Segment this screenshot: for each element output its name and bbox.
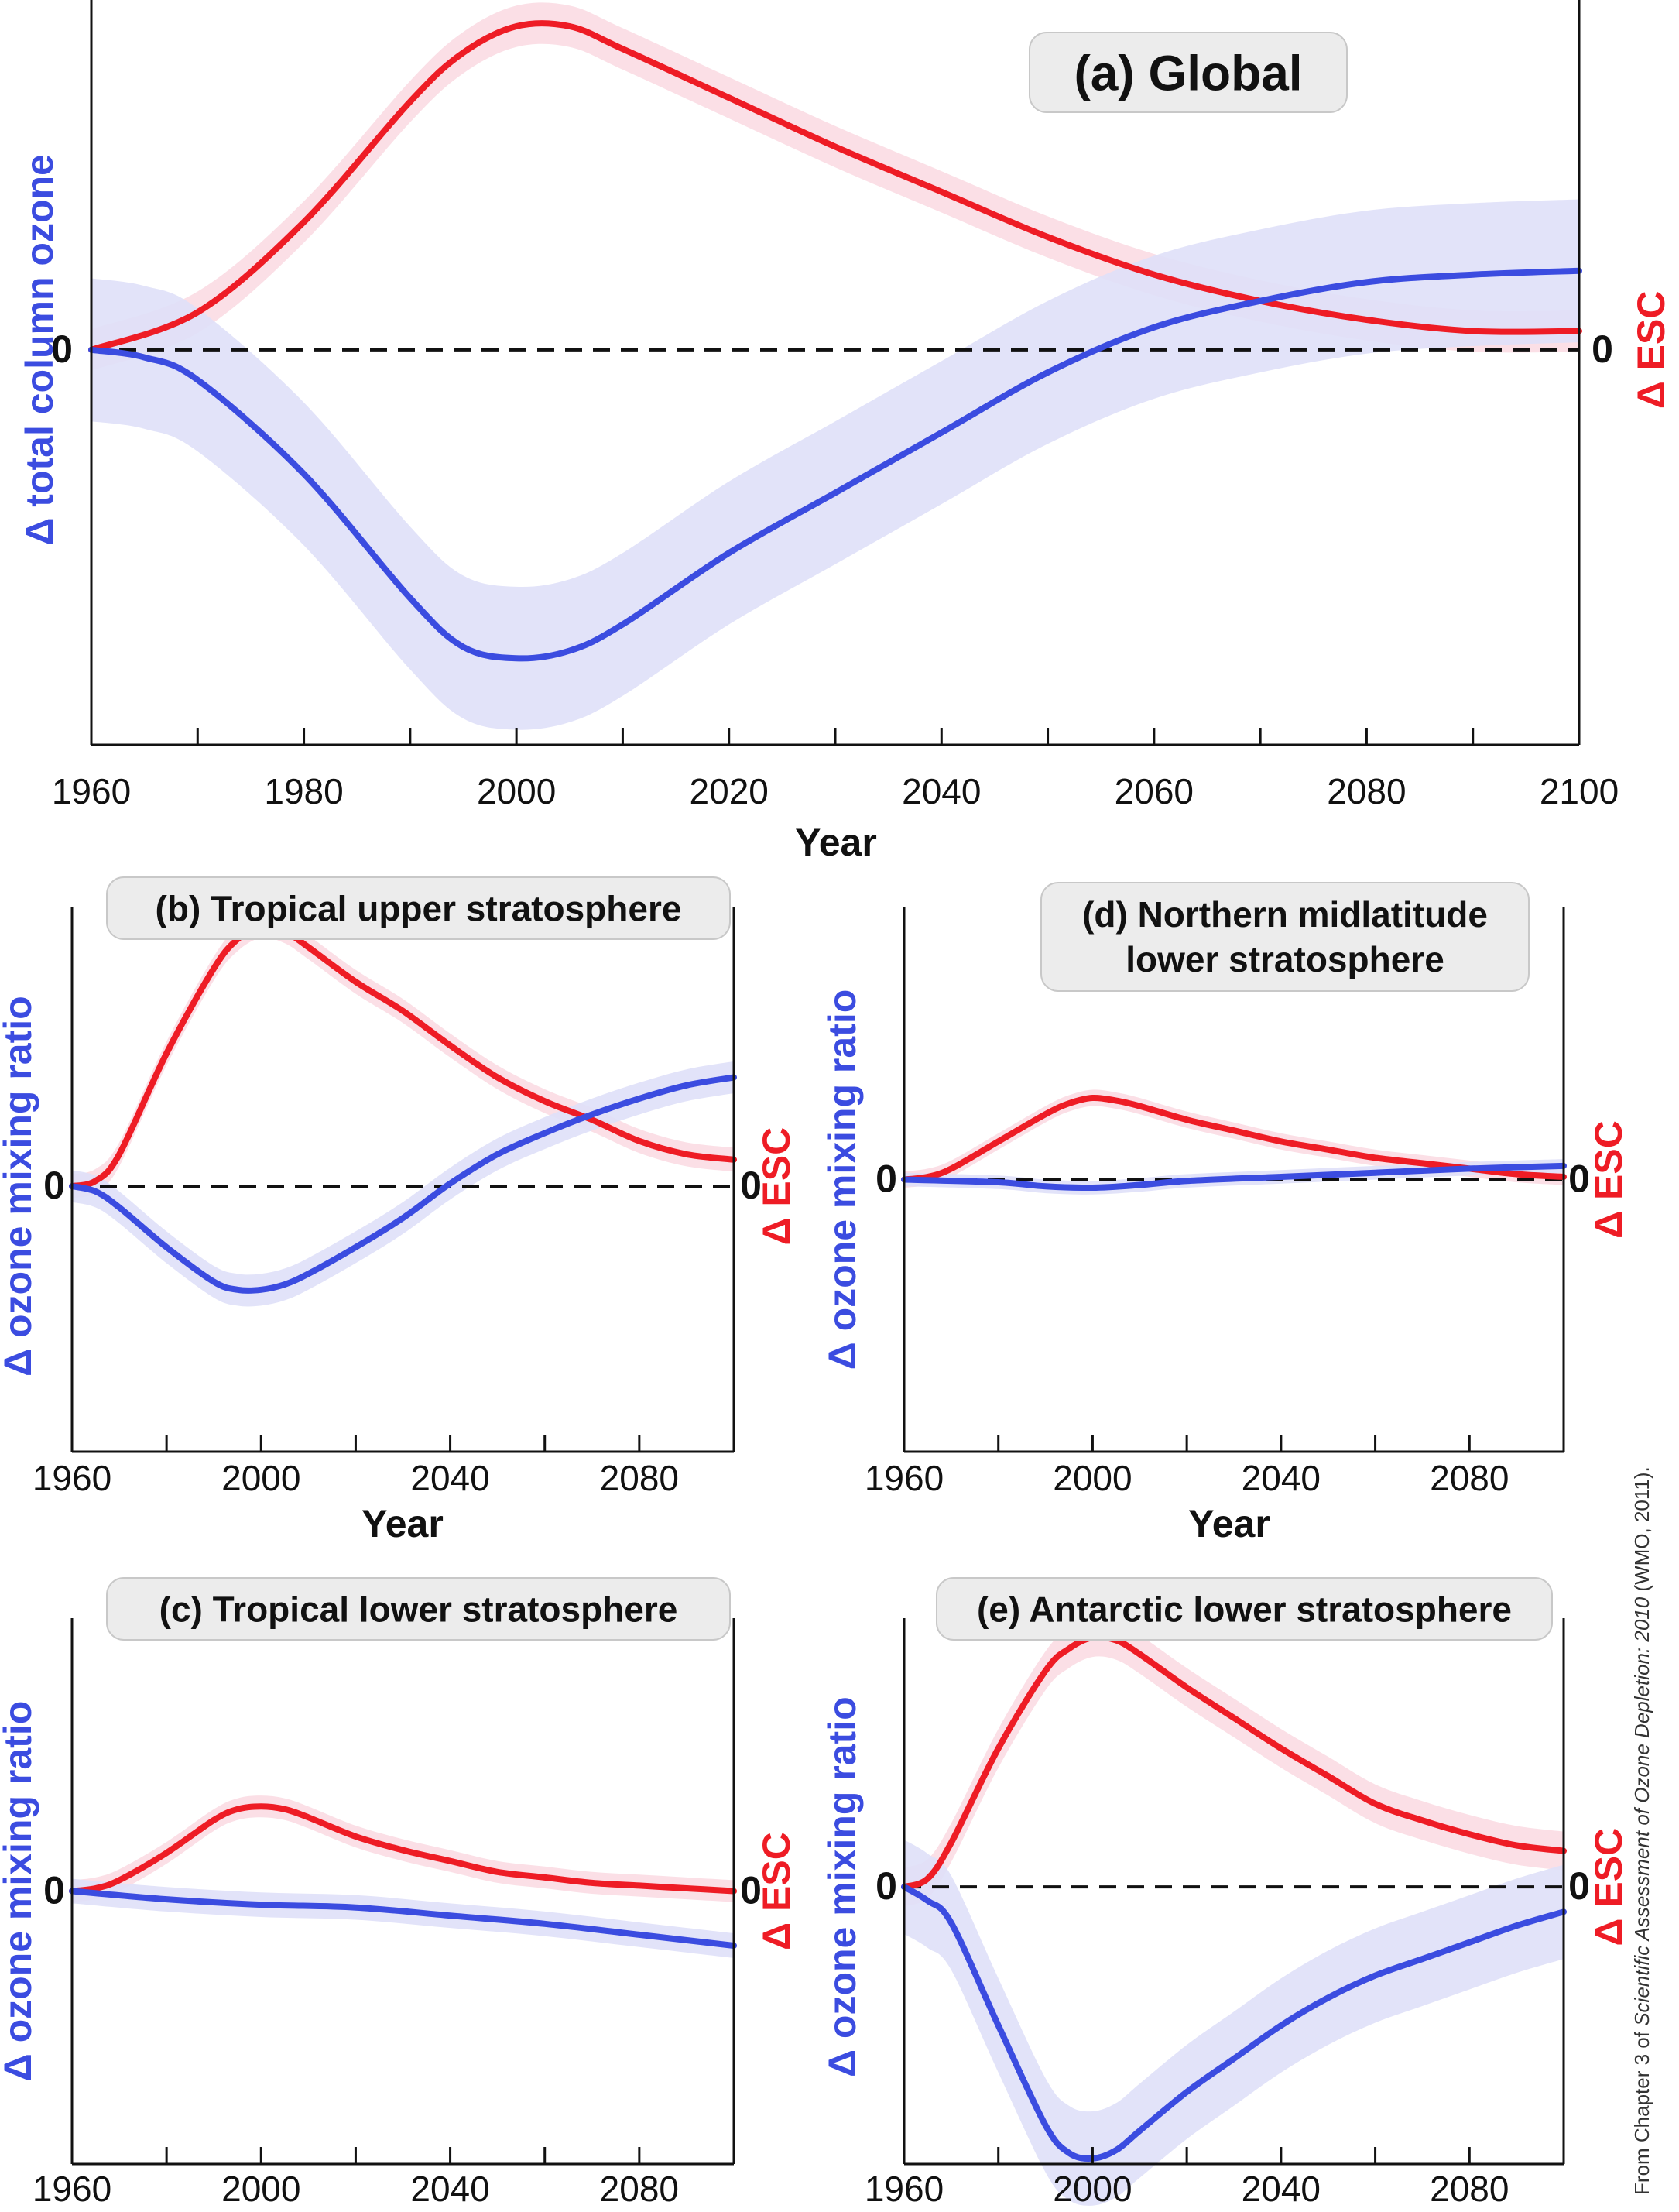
x-tick-label: 2000 [1053, 2169, 1132, 2209]
zero-label-left: 0 [51, 328, 73, 371]
x-tick-label: 2040 [410, 2169, 489, 2209]
x-tick-label: 1980 [264, 771, 343, 811]
y-axis-label-left: Δ ozone mixing ratio [0, 996, 39, 1377]
series-line-ozone [88, 267, 1582, 662]
x-tick-label: 2040 [410, 1458, 489, 1498]
series-line-esc [69, 922, 737, 1190]
band-ozone [72, 1878, 734, 1958]
series-line-ozone [901, 1884, 1567, 2162]
x-tick-label: 2080 [600, 1458, 679, 1498]
band-ozone [91, 199, 1579, 730]
zero-label-right: 0 [1568, 1157, 1590, 1201]
x-axis-label: Year [361, 1502, 444, 1545]
x-tick-label: 2040 [902, 771, 981, 811]
zero-label-right: 0 [740, 1164, 762, 1207]
series-line-ozone [69, 1074, 737, 1294]
series-line-ozone [69, 1888, 737, 1949]
x-tick-label: 2080 [1327, 771, 1406, 811]
panel-title-box [106, 1577, 731, 1641]
x-tick-label: 2000 [1053, 1458, 1132, 1498]
zero-label-left: 0 [875, 1157, 897, 1201]
x-tick-label: 2000 [221, 2169, 300, 2209]
panel-title: (e) Antarctic lower stratosphere [977, 1590, 1512, 1630]
panel-title-box [936, 1577, 1553, 1641]
credit-note: From Chapter 3 of Scientific Assessment … [1630, 1466, 1653, 2195]
x-tick-label: 2000 [221, 1458, 300, 1498]
band-esc [72, 914, 734, 1199]
series-line-esc [88, 20, 1582, 353]
y-axis-label-right: Δ ESC [1629, 291, 1673, 410]
panel-title: (a) Global [1074, 46, 1302, 101]
x-tick-label: 2040 [1242, 1458, 1321, 1498]
y-axis-label-right: Δ ESC [1587, 1120, 1630, 1239]
y-axis-label-right: Δ ESC [1587, 1828, 1630, 1946]
zero-label-left: 0 [43, 1164, 65, 1207]
zero-label-right: 0 [740, 1869, 762, 1912]
y-axis-label-right: Δ ESC [755, 1127, 798, 1246]
x-tick-label: 2080 [1430, 2169, 1509, 2209]
x-tick-label: 2100 [1540, 771, 1619, 811]
x-tick-label: 2040 [1242, 2169, 1321, 2209]
credit-title: Scientific Assessment of Ozone Depletion… [1630, 1596, 1653, 2026]
y-axis-label-left: Δ ozone mixing ratio [0, 1701, 39, 2082]
zero-label-left: 0 [875, 1864, 897, 1908]
y-axis-label-left: Δ ozone mixing ratio [821, 1696, 864, 2077]
panel-title: (b) Tropical upper stratosphere [156, 889, 682, 929]
panel-title-box [106, 876, 731, 940]
x-tick-label: 2080 [1430, 1458, 1509, 1498]
x-axis-label: Year [795, 821, 877, 864]
x-tick-label: 1960 [33, 2169, 111, 2209]
x-tick-label: 2020 [690, 771, 769, 811]
panel-title: (c) Tropical lower stratosphere [159, 1590, 678, 1630]
band-esc [904, 1617, 1564, 1907]
x-tick-label: 1960 [33, 1458, 111, 1498]
zero-label-left: 0 [43, 1869, 65, 1912]
panel-title-box [1029, 32, 1348, 113]
panel-title-line: lower stratosphere [1126, 939, 1444, 979]
series-line-ozone [901, 1162, 1567, 1192]
x-tick-label: 1960 [865, 2169, 944, 2209]
x-tick-label: 2080 [600, 2169, 679, 2209]
series-line-esc [901, 1094, 1567, 1183]
panel-title-box [1040, 882, 1530, 992]
credit-prefix: From Chapter 3 of [1630, 2026, 1653, 2195]
y-axis-label-left: Δ total column ozone [18, 154, 61, 545]
series-line-esc [69, 1803, 737, 1895]
chart-panel-d: 1960 2000 2040 2080 Year 0 0 Δ ozone mixing rat… [821, 882, 1630, 1545]
x-tick-label: 2060 [1115, 771, 1194, 811]
x-tick-label: 1960 [865, 1458, 944, 1498]
series-line-esc [901, 1634, 1567, 1891]
y-axis-label-right: Δ ESC [755, 1832, 798, 1950]
panel-title-line: (d) Northern midlatitude [1082, 894, 1488, 935]
zero-label-right: 0 [1592, 328, 1613, 371]
x-tick-label: 1960 [52, 771, 131, 811]
panel-title: (d) Northern midlatitude lower stratosphe… [1082, 894, 1488, 979]
x-tick-label: 2000 [477, 771, 556, 811]
credit-suffix: (WMO, 2011). [1630, 1466, 1653, 1597]
x-axis-label: Year [1188, 1502, 1270, 1545]
y-axis-label-left: Δ ozone mixing ratio [821, 989, 864, 1370]
band-ozone [904, 1840, 1564, 2206]
zero-label-right: 0 [1568, 1864, 1590, 1908]
